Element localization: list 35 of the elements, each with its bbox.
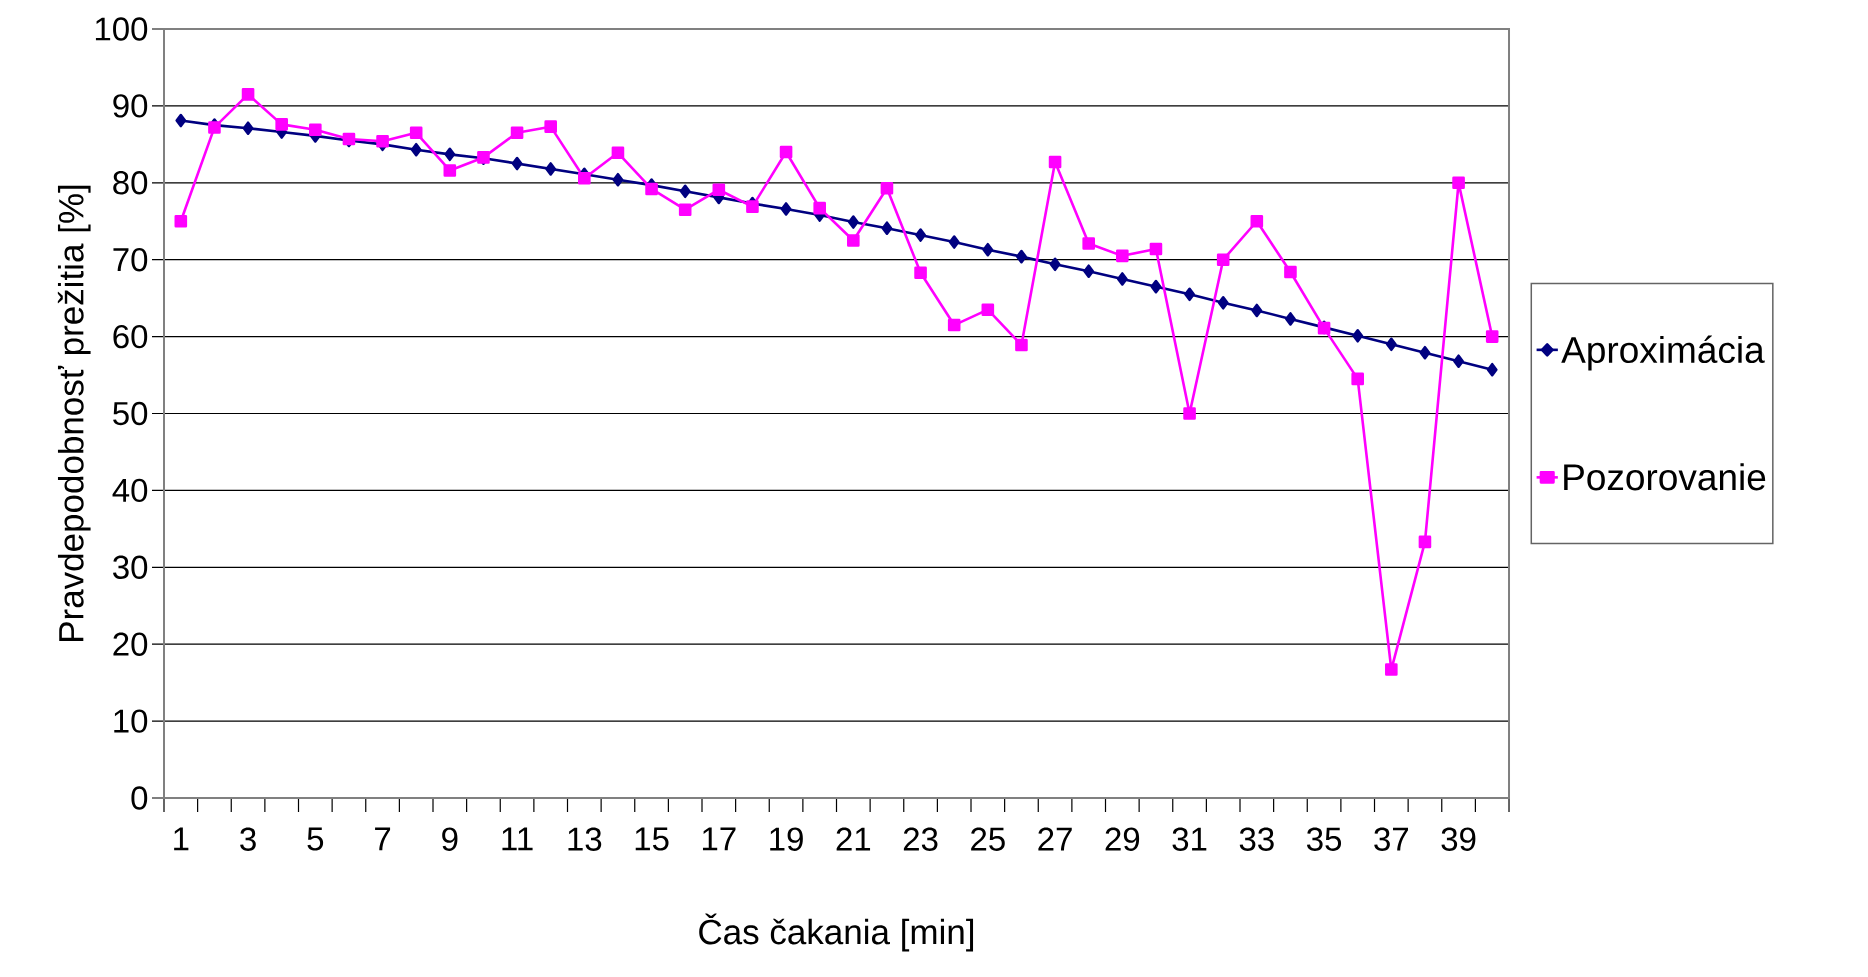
x-tick-label: 29: [1105, 827, 1140, 851]
x-tick-label: 35: [1306, 827, 1342, 851]
y-tick-label: 10: [114, 709, 148, 733]
x-tick-label: 7: [375, 827, 391, 851]
x-tick-label: 25: [971, 827, 1005, 851]
y-tick-label: 20: [113, 632, 148, 656]
x-tick-label: 23: [903, 827, 938, 851]
legend-label: Aproximácia: [1561, 335, 1765, 371]
y-tick-label: 50: [113, 401, 148, 426]
x-axis-title: Čas čakania [min]: [699, 913, 974, 952]
y-axis-title: Pravdepodobnosť prežitia [%]: [57, 185, 91, 641]
y-tick-label: 60: [113, 324, 148, 349]
y-tick-label: 30: [113, 555, 148, 579]
x-tick-label: 11: [502, 827, 533, 851]
legend-label: Pozorovanie: [1564, 463, 1766, 491]
x-tick-label: 27: [1038, 827, 1072, 851]
x-tick-label: 15: [635, 827, 669, 851]
x-tick-label: 9: [442, 827, 458, 851]
y-tick-label: 70: [113, 248, 148, 272]
x-tick-label: 39: [1441, 827, 1476, 851]
x-tick-label: 21: [836, 827, 871, 851]
x-tick-label: 37: [1374, 827, 1409, 851]
y-tick-label: 80: [113, 171, 148, 195]
y-tick-label: 90: [113, 94, 148, 118]
y-tick-label: 100: [95, 17, 148, 41]
y-tick-label: 0: [131, 786, 148, 810]
x-tick-label: 1: [174, 827, 189, 851]
y-tick-label: 40: [112, 478, 148, 503]
x-tick-label: 13: [568, 827, 602, 851]
x-tick-label: 31: [1172, 827, 1207, 851]
x-tick-label: 17: [702, 827, 736, 851]
x-tick-label: 19: [770, 827, 803, 851]
x-tick-label: 33: [1239, 827, 1274, 851]
x-tick-label: 3: [240, 827, 256, 851]
x-tick-label: 5: [307, 827, 324, 851]
